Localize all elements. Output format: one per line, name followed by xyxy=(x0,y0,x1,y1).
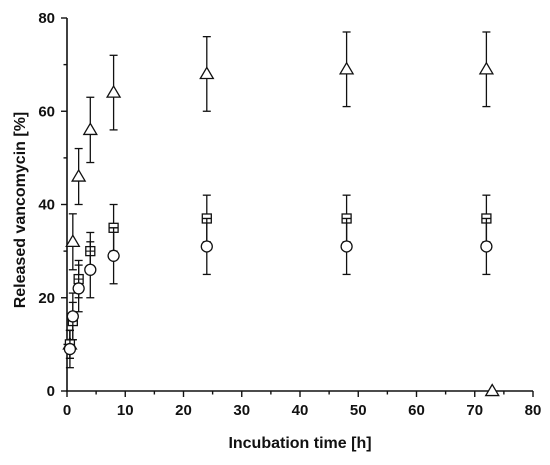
y-tick-label: 0 xyxy=(47,383,55,400)
data-point-circle xyxy=(340,240,353,253)
x-tick-label: 40 xyxy=(292,402,309,419)
data-point-circle xyxy=(72,282,85,295)
data-point-circle xyxy=(480,240,493,253)
series-triangle xyxy=(484,383,500,397)
data-point-triangle xyxy=(71,168,87,182)
y-tick-label: 60 xyxy=(38,103,55,120)
data-point-triangle xyxy=(105,84,122,98)
data-point-circle xyxy=(63,342,77,356)
data-point-triangle xyxy=(199,66,215,80)
x-tick-label: 20 xyxy=(175,402,192,419)
x-tick-label: 70 xyxy=(466,402,483,419)
data-point-circle xyxy=(200,240,213,253)
y-tick-label: 40 xyxy=(38,197,55,214)
x-axis-title: Incubation time [h] xyxy=(228,435,371,452)
data-point-circle xyxy=(66,310,79,323)
axes xyxy=(66,18,533,392)
x-tick-label: 80 xyxy=(525,402,542,419)
data-point-circle xyxy=(107,249,120,262)
data-point-triangle xyxy=(82,122,98,136)
x-tick-label: 30 xyxy=(233,402,250,419)
x-tick-label: 10 xyxy=(117,402,134,419)
data-point-triangle xyxy=(338,61,355,75)
y-tick-label: 80 xyxy=(38,10,55,27)
series-circle xyxy=(63,217,493,369)
x-tick-label: 0 xyxy=(63,402,71,419)
data-point-circle xyxy=(84,263,97,276)
series-layer xyxy=(62,31,500,397)
x-tick-label: 60 xyxy=(408,402,425,419)
x-tick-label: 50 xyxy=(350,402,367,419)
data-point-triangle xyxy=(484,383,500,397)
data-point-triangle xyxy=(478,61,495,75)
data-point-triangle xyxy=(65,234,81,248)
y-tick-label: 20 xyxy=(38,290,55,307)
ticks: 0 10 20 30 40 50 60 70 80 0 20 40 60 80 xyxy=(38,10,541,419)
series-square xyxy=(64,194,492,360)
series-triangle xyxy=(62,31,495,360)
y-axis-title: Released vancomycin [%] xyxy=(12,112,29,309)
